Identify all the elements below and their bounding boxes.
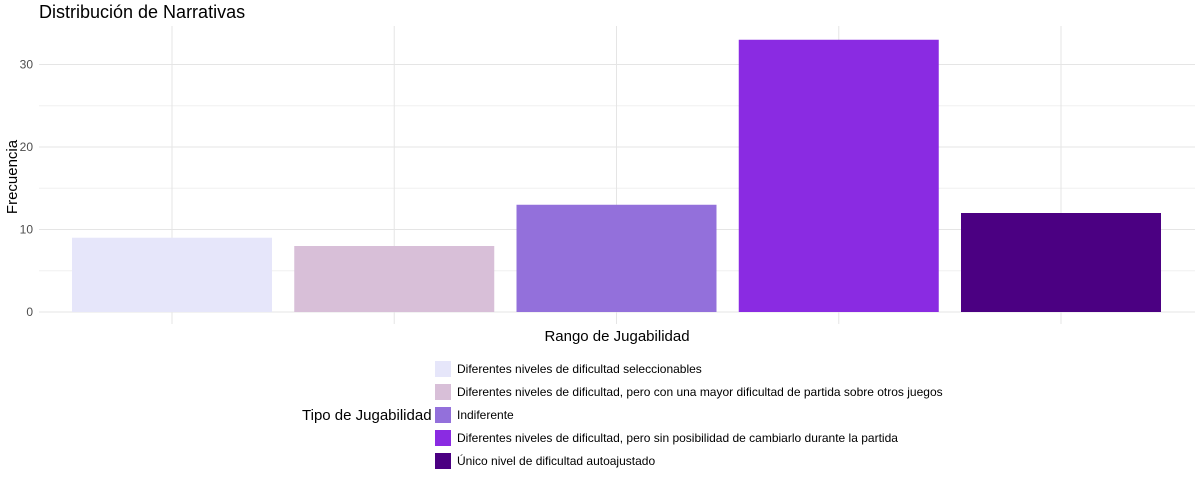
legend: Diferentes niveles de dificultad selecci… — [435, 361, 943, 469]
legend-label: Diferentes niveles de dificultad, pero s… — [457, 431, 898, 445]
y-tick-label: 20 — [20, 140, 34, 154]
x-axis-title: Rango de Jugabilidad — [544, 328, 689, 345]
legend-swatch — [435, 453, 451, 469]
bar — [294, 246, 495, 312]
bars — [72, 39, 1161, 312]
legend-swatch — [435, 430, 451, 446]
legend-label: Diferentes niveles de dificultad selecci… — [457, 362, 702, 376]
y-ticks: 0 10 20 30 — [20, 58, 34, 320]
y-tick-label: 10 — [20, 223, 34, 237]
legend-label: Diferentes niveles de dificultad, pero c… — [457, 385, 943, 399]
legend-title: Tipo de Jugabilidad — [302, 407, 432, 424]
y-tick-label: 30 — [20, 58, 34, 72]
bar — [961, 213, 1161, 312]
legend-swatch — [435, 361, 451, 377]
legend-swatch — [435, 384, 451, 400]
bar — [738, 39, 939, 312]
legend-label: Único nivel de dificultad autoajustado — [457, 453, 655, 468]
legend-label: Indiferente — [457, 408, 514, 422]
chart-title: Distribución de Narrativas — [39, 2, 245, 22]
legend-swatch — [435, 407, 451, 423]
bar — [516, 204, 717, 312]
y-axis-title: Frecuencia — [4, 139, 21, 214]
bar — [72, 237, 272, 312]
y-tick-label: 0 — [26, 305, 33, 319]
